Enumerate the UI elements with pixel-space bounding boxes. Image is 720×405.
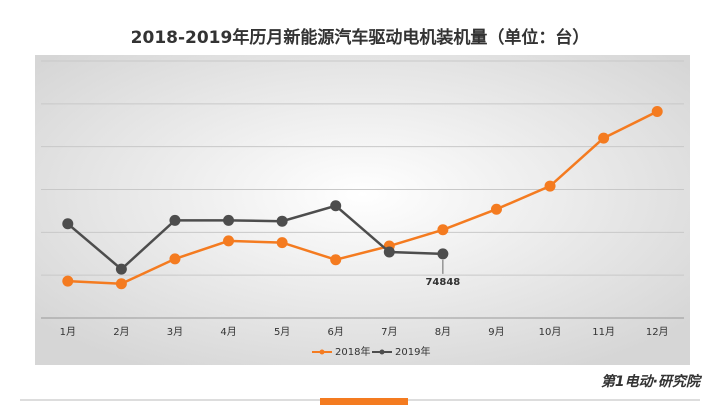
x-tick-label: 4月 bbox=[220, 326, 236, 338]
data-point bbox=[276, 215, 288, 227]
data-point bbox=[62, 218, 74, 230]
x-tick-label: 8月 bbox=[435, 326, 451, 338]
x-tick-label: 11月 bbox=[592, 326, 615, 338]
plot-panel bbox=[35, 55, 690, 365]
series-line bbox=[67, 110, 658, 285]
data-point bbox=[223, 235, 235, 247]
data-point bbox=[169, 253, 181, 265]
data-point bbox=[651, 106, 663, 118]
data-point bbox=[598, 132, 610, 144]
data-point bbox=[544, 180, 556, 192]
x-tick-label: 1月 bbox=[60, 326, 76, 338]
data-point bbox=[330, 254, 342, 266]
data-point bbox=[437, 224, 449, 236]
data-point bbox=[223, 214, 235, 226]
legend-label: 2019年 bbox=[395, 345, 430, 358]
series-line bbox=[66, 204, 443, 271]
legend-label: 2018年 bbox=[335, 345, 370, 358]
legend-marker bbox=[379, 349, 385, 355]
data-point bbox=[437, 248, 449, 260]
footer-bar bbox=[320, 398, 408, 405]
data-point bbox=[62, 275, 74, 287]
x-tick-label: 2月 bbox=[113, 326, 129, 338]
x-tick-label: 7月 bbox=[381, 326, 397, 338]
data-point bbox=[383, 246, 395, 258]
x-tick-label: 6月 bbox=[328, 326, 344, 338]
data-point bbox=[115, 278, 127, 290]
logo: 第1电动·研究院 bbox=[601, 373, 703, 390]
data-point bbox=[276, 237, 288, 249]
x-tick-label: 5月 bbox=[274, 326, 290, 338]
legend-marker bbox=[319, 349, 325, 355]
data-label: 74848 bbox=[425, 277, 460, 288]
data-point bbox=[490, 203, 502, 215]
data-point bbox=[115, 263, 127, 275]
x-tick-label: 12月 bbox=[646, 326, 669, 338]
chart-title: 2018-2019年历月新能源汽车驱动电机装机量（单位：台） bbox=[131, 27, 590, 48]
x-tick-label: 3月 bbox=[167, 326, 183, 338]
data-point bbox=[169, 214, 181, 226]
data-point bbox=[330, 200, 342, 212]
x-tick-label: 9月 bbox=[488, 326, 504, 338]
x-tick-label: 10月 bbox=[539, 326, 562, 338]
